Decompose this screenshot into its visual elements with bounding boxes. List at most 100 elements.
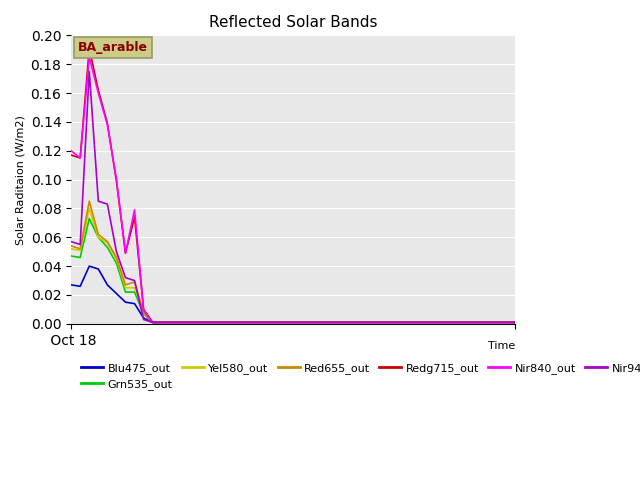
Grn535_out: [167, 320, 175, 325]
Red655_out: [140, 310, 147, 315]
Nir840_out: [194, 320, 202, 325]
Redg715_out: [403, 320, 410, 325]
Nir945_out: [438, 320, 446, 325]
Nir840_out: [429, 320, 437, 325]
Nir840_out: [303, 320, 310, 325]
Redg715_out: [357, 320, 365, 325]
Redg715_out: [131, 214, 138, 220]
Yel580_out: [303, 320, 310, 325]
Nir945_out: [466, 320, 474, 325]
Redg715_out: [113, 178, 120, 184]
Nir945_out: [412, 320, 419, 325]
Nir840_out: [394, 320, 401, 325]
Nir840_out: [403, 320, 410, 325]
Nir945_out: [429, 320, 437, 325]
Grn535_out: [131, 289, 138, 295]
Redg715_out: [330, 320, 337, 325]
Nir840_out: [438, 320, 446, 325]
Redg715_out: [294, 320, 301, 325]
Redg715_out: [104, 120, 111, 126]
Blu475_out: [339, 320, 347, 325]
Redg715_out: [457, 320, 465, 325]
Nir840_out: [330, 320, 337, 325]
Nir840_out: [95, 90, 102, 96]
Red655_out: [403, 320, 410, 325]
Grn535_out: [194, 320, 202, 325]
Yel580_out: [113, 256, 120, 262]
Nir840_out: [203, 320, 211, 325]
Line: Nir840_out: Nir840_out: [71, 57, 515, 323]
Redg715_out: [321, 320, 328, 325]
Blu475_out: [403, 320, 410, 325]
Red655_out: [330, 320, 337, 325]
Red655_out: [511, 320, 518, 325]
Red655_out: [366, 320, 374, 325]
Nir945_out: [502, 320, 509, 325]
Nir840_out: [466, 320, 474, 325]
Blu475_out: [185, 320, 193, 325]
Grn535_out: [104, 244, 111, 250]
Nir945_out: [113, 249, 120, 254]
Nir945_out: [457, 320, 465, 325]
Yel580_out: [502, 320, 509, 325]
Nir840_out: [149, 320, 157, 325]
Yel580_out: [95, 234, 102, 240]
Blu475_out: [303, 320, 310, 325]
Nir840_out: [366, 320, 374, 325]
Yel580_out: [131, 285, 138, 291]
Redg715_out: [420, 320, 428, 325]
Nir945_out: [276, 320, 284, 325]
Red655_out: [394, 320, 401, 325]
Grn535_out: [248, 320, 256, 325]
Nir840_out: [339, 320, 347, 325]
Yel580_out: [122, 285, 129, 291]
Grn535_out: [394, 320, 401, 325]
Line: Blu475_out: Blu475_out: [71, 266, 515, 323]
Yel580_out: [176, 320, 184, 325]
Yel580_out: [230, 320, 238, 325]
Yel580_out: [104, 240, 111, 246]
Nir945_out: [140, 317, 147, 323]
Red655_out: [321, 320, 328, 325]
Nir945_out: [357, 320, 365, 325]
Grn535_out: [203, 320, 211, 325]
Yel580_out: [384, 320, 392, 325]
Grn535_out: [420, 320, 428, 325]
Yel580_out: [321, 320, 328, 325]
Redg715_out: [239, 320, 247, 325]
Grn535_out: [239, 320, 247, 325]
Blu475_out: [484, 320, 492, 325]
Yel580_out: [484, 320, 492, 325]
Blu475_out: [312, 320, 319, 325]
Red655_out: [76, 246, 84, 252]
Yel580_out: [248, 320, 256, 325]
Grn535_out: [502, 320, 509, 325]
Grn535_out: [285, 320, 292, 325]
Yel580_out: [438, 320, 446, 325]
Yel580_out: [140, 310, 147, 315]
Nir840_out: [257, 320, 265, 325]
Redg715_out: [502, 320, 509, 325]
Blu475_out: [294, 320, 301, 325]
Nir945_out: [230, 320, 238, 325]
Line: Red655_out: Red655_out: [71, 201, 515, 323]
Yel580_out: [466, 320, 474, 325]
Grn535_out: [122, 289, 129, 295]
Nir945_out: [403, 320, 410, 325]
Blu475_out: [321, 320, 328, 325]
Nir840_out: [122, 250, 129, 256]
Line: Yel580_out: Yel580_out: [71, 208, 515, 323]
Nir840_out: [412, 320, 419, 325]
Line: Redg715_out: Redg715_out: [71, 48, 515, 323]
Redg715_out: [466, 320, 474, 325]
Red655_out: [502, 320, 509, 325]
Nir840_out: [493, 320, 500, 325]
Blu475_out: [511, 320, 518, 325]
Grn535_out: [212, 320, 220, 325]
Nir945_out: [294, 320, 301, 325]
Yel580_out: [266, 320, 274, 325]
Red655_out: [158, 320, 166, 325]
Blu475_out: [104, 282, 111, 288]
Nir945_out: [185, 320, 193, 325]
Yel580_out: [357, 320, 365, 325]
